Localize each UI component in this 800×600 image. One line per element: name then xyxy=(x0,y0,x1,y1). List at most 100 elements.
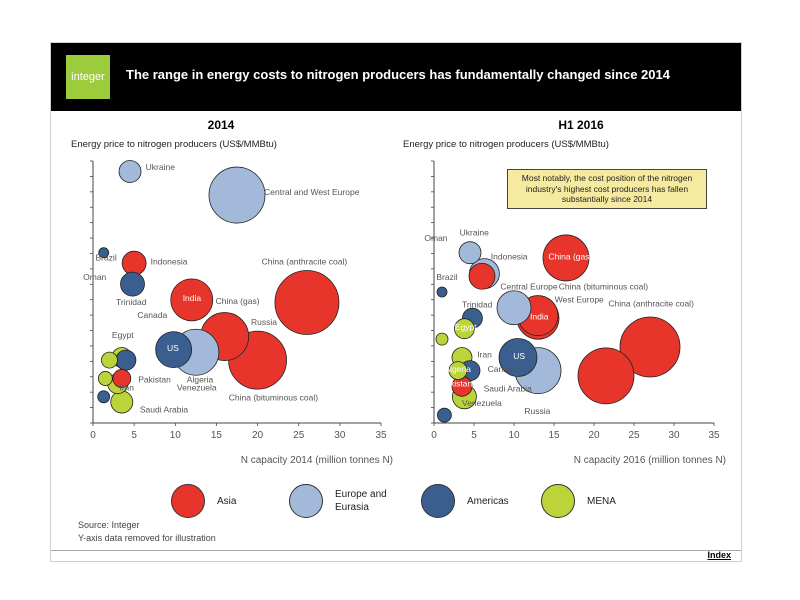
bubble-label-russia: Russia xyxy=(524,406,550,416)
x-tick-label: 15 xyxy=(211,430,223,441)
x-tick-label: 30 xyxy=(334,430,346,441)
bubble-label-us: US xyxy=(513,351,525,361)
bubble-us xyxy=(155,331,193,369)
legend-swatch-americas xyxy=(421,484,455,518)
bubble-label-india: India xyxy=(530,312,549,322)
bubble-label-china-anthracite-coal: China (anthracite coal) xyxy=(608,298,694,308)
bubble-saudi-arabia xyxy=(110,390,134,414)
chart-title: 2014 xyxy=(208,118,235,132)
slide: integer The range in energy costs to nit… xyxy=(50,42,742,562)
legend-swatch-europe-eurasia xyxy=(289,484,323,518)
bubble-us xyxy=(498,338,538,377)
bubble-central-and-west-europe xyxy=(208,166,266,224)
bubble-label-iran: Iran xyxy=(119,382,134,392)
bubble-china xyxy=(577,347,635,405)
bubble-oman xyxy=(435,332,449,346)
x-tick-label: 15 xyxy=(548,430,560,441)
bubble-label-russia: Russia xyxy=(251,317,277,327)
bubble-label-venezuela: Venezuela xyxy=(177,382,217,392)
bubble-label-china-bituminous-coal: China (bituminous coal) xyxy=(229,393,318,403)
bubble-label-us: US xyxy=(167,343,179,353)
bubble-canada xyxy=(115,349,137,371)
integer-logo: integer xyxy=(66,55,110,99)
bubble-label-west-europe: West Europe xyxy=(555,294,604,304)
x-tick-label: 0 xyxy=(90,430,96,441)
x-tick-label: 0 xyxy=(431,430,437,441)
bubble-label-algeria: Algeria xyxy=(444,364,471,374)
bubble-label-venezuela: Venezuela xyxy=(462,398,502,408)
annotation-text: Most notably, the cost position of the n… xyxy=(507,169,707,209)
bubble-label-china-anthracite-coal: China (anthracite coal) xyxy=(262,256,348,266)
annotation-box: Most notably, the cost position of the n… xyxy=(507,169,707,209)
bubble-trinidad xyxy=(120,271,145,297)
bubble-venezuela xyxy=(97,390,111,404)
x-tick-label: 20 xyxy=(252,430,264,441)
bubble-label-canada: Canada xyxy=(488,364,518,374)
x-tick-label: 25 xyxy=(628,430,640,441)
bubble-china-anthracite-coal xyxy=(619,316,681,378)
legend-item-asia: Asia xyxy=(171,483,236,519)
bubble-label-trinidad: Trinidad xyxy=(462,300,493,310)
legend-swatch-asia xyxy=(171,484,205,518)
bubble-india xyxy=(170,278,214,322)
y-axis-label: Energy price to nitrogen producers (US$/… xyxy=(71,139,277,150)
legend-label-europe-eurasia: Europe and Eurasia xyxy=(335,489,387,513)
legend-item-europe-eurasia: Europe and Eurasia xyxy=(289,483,397,519)
legend-label-asia: Asia xyxy=(217,495,237,507)
x-axis-label: N capacity 2016 (million tonnes N) xyxy=(574,455,726,466)
bubble-label-oman: Oman xyxy=(424,233,447,243)
bubble-indonesia xyxy=(121,250,147,276)
bubble-label-ukraine: Ukraine xyxy=(460,228,490,238)
source-note: Source: Integer xyxy=(78,520,140,530)
legend-item-americas: Americas xyxy=(421,483,509,519)
bubble-brazil xyxy=(98,247,110,259)
chart-1: 2014 Energy price to nitrogen producers (… xyxy=(71,118,393,466)
bubble-oman xyxy=(101,351,118,369)
bubble-label-trinidad: Trinidad xyxy=(116,297,147,307)
bubble-label-algeria: Algeria xyxy=(187,374,214,384)
bubble-label-central-europe: Central Europe xyxy=(500,281,557,291)
bubble-label-indonesia: Indonesia xyxy=(151,256,188,266)
bubble-label-brazil: Brazil xyxy=(436,272,457,282)
x-tick-label: 20 xyxy=(588,430,600,441)
bubble-west-europe xyxy=(496,290,532,326)
bubble-egypt xyxy=(453,318,475,340)
bubble-label-egypt: Egypt xyxy=(455,322,477,332)
x-tick-label: 10 xyxy=(508,430,520,441)
index-link[interactable]: Index xyxy=(707,550,731,560)
bubble-label-central-and-west-europe: Central and West Europe xyxy=(264,187,360,197)
charts-area: 2014 Energy price to nitrogen producers (… xyxy=(71,118,726,466)
bubble-brazil xyxy=(436,286,448,298)
bubble-ukraine xyxy=(118,160,142,183)
axis-note: Y-axis data removed for illustration xyxy=(78,533,216,543)
bubble-iran xyxy=(97,371,113,386)
legend-swatch-mena xyxy=(541,484,575,518)
bubble-pakistan xyxy=(112,369,132,388)
bubble-label-china-gas: China (gas) xyxy=(548,251,592,261)
bubble-algeria xyxy=(448,361,468,381)
x-tick-label: 5 xyxy=(131,430,137,441)
bubble-label-china-gas: China (gas) xyxy=(216,296,260,306)
x-tick-label: 10 xyxy=(170,430,182,441)
legend-label-mena: MENA xyxy=(587,495,616,507)
x-tick-label: 25 xyxy=(293,430,305,441)
legend-item-mena: MENA xyxy=(541,483,616,519)
bubble-label-pakistan: Pakistan xyxy=(138,374,171,384)
bubble-indonesia xyxy=(468,262,496,290)
bubble-label-iran: Iran xyxy=(477,350,492,360)
footer-divider xyxy=(51,550,741,551)
bubble-label-indonesia: Indonesia xyxy=(491,251,528,261)
bubble-china-gas xyxy=(542,234,590,282)
x-tick-label: 35 xyxy=(375,430,387,441)
bubble-label-pakistan: Pakistan xyxy=(440,378,473,388)
chart-2: H1 2016 Energy price to nitrogen producer… xyxy=(403,118,726,466)
x-axis-label: N capacity 2014 (million tonnes N) xyxy=(241,455,393,466)
bubble-china-anthracite-coal xyxy=(274,270,340,335)
x-tick-label: 30 xyxy=(668,430,680,441)
bubble-label-china-bituminous-coal: China (bituminous coal) xyxy=(559,281,648,291)
bubble-label-india: India xyxy=(183,293,202,303)
bubble-label-canada: Canada xyxy=(137,310,167,320)
chart-title: H1 2016 xyxy=(558,118,604,132)
bubble-label-oman: Oman xyxy=(83,272,106,282)
y-axis-label: Energy price to nitrogen producers (US$/… xyxy=(403,139,609,150)
